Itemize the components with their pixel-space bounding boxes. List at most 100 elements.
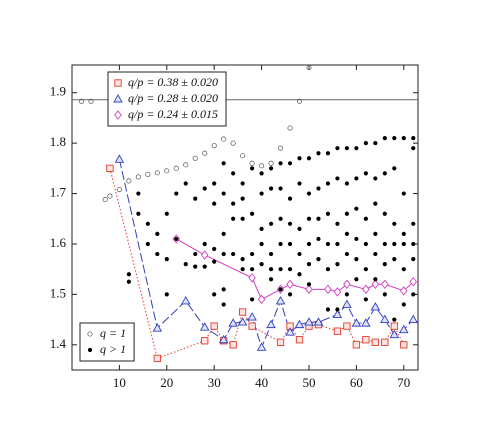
marker-diamond — [248, 273, 256, 283]
marker-circle — [277, 145, 284, 151]
marker-triangle — [114, 154, 125, 163]
marker-circle — [249, 160, 255, 166]
x-tick-label: 60 — [350, 375, 363, 390]
marker-dot — [325, 307, 331, 312]
marker-triangle — [237, 317, 248, 326]
marker-dot — [401, 267, 406, 272]
marker-diamond — [333, 287, 342, 297]
marker-dot — [259, 191, 264, 196]
marker-diamond — [200, 250, 209, 260]
marker-diamond — [400, 286, 408, 296]
legend-label: q = 1 — [100, 326, 126, 340]
legend: q = 1 q > 1 — [79, 322, 135, 362]
marker-circle — [259, 163, 265, 169]
marker-dot — [354, 176, 359, 181]
marker-triangle — [180, 296, 191, 305]
marker-dot — [240, 256, 245, 262]
marker-dot — [87, 347, 93, 353]
marker-square — [276, 338, 285, 346]
y-tick-label: 1.4 — [50, 336, 67, 351]
marker-circle — [164, 168, 170, 174]
marker-dot — [250, 297, 255, 302]
marker-square — [238, 308, 247, 316]
marker-dot — [344, 211, 350, 216]
marker-dot — [297, 181, 302, 186]
marker-diamond — [381, 279, 389, 290]
marker-diamond — [324, 284, 332, 295]
marker-dot — [411, 241, 416, 247]
marker-dot — [354, 236, 359, 242]
y-tick-label: 1.9 — [50, 84, 66, 99]
marker-dot — [259, 241, 264, 247]
marker-dot — [287, 267, 293, 272]
marker-dot — [278, 186, 283, 191]
marker-dot — [278, 241, 283, 247]
marker-dot — [136, 191, 141, 196]
marker-dot — [231, 216, 236, 221]
marker-diamond — [114, 110, 122, 120]
marker-dot — [145, 241, 150, 247]
x-tick-label: 10 — [113, 375, 126, 390]
plot-frame — [71, 64, 419, 371]
marker-square — [248, 322, 256, 330]
marker-dot — [155, 251, 160, 257]
marker-dot — [221, 287, 226, 292]
marker-dot — [268, 251, 274, 257]
marker-dot — [164, 211, 169, 216]
marker-dot — [278, 287, 283, 292]
marker-square — [229, 341, 237, 349]
marker-dot — [335, 146, 340, 151]
marker-dot — [401, 241, 406, 247]
marker-dot — [268, 267, 274, 272]
marker-dot — [297, 272, 302, 277]
marker-dot — [335, 241, 340, 247]
marker-dot — [392, 221, 397, 226]
marker-dot — [240, 196, 245, 201]
marker-circle — [102, 197, 108, 203]
marker-dot — [231, 251, 236, 257]
marker-triangle — [332, 309, 343, 318]
marker-dot — [335, 221, 340, 226]
marker-triangle — [266, 319, 276, 329]
marker-dot — [250, 267, 255, 272]
marker-diamond — [362, 284, 370, 295]
marker-square — [400, 341, 408, 349]
marker-dot — [164, 292, 169, 297]
marker-dot — [221, 251, 226, 257]
y-tick-label: 1.8 — [50, 134, 66, 149]
marker-dot — [306, 262, 312, 267]
marker-dot — [411, 135, 416, 141]
marker-dot — [373, 176, 378, 181]
marker-circle — [240, 153, 246, 159]
legend: q/p = 0.38 ± 0.020 q/p = 0.28 ± 0.020 q/p … — [107, 71, 227, 127]
x-tick-label: 70 — [397, 375, 410, 390]
marker-dot — [145, 221, 150, 226]
marker-dot — [325, 267, 331, 272]
marker-dot — [344, 292, 350, 297]
y-tick-label: 1.7 — [50, 185, 67, 200]
marker-dot — [212, 201, 217, 206]
marker-dot — [136, 211, 141, 216]
marker-dot — [193, 251, 198, 257]
marker-dot — [287, 292, 293, 297]
marker-dot — [411, 146, 416, 151]
marker-dot — [363, 297, 368, 302]
y-tick-label: 1.5 — [50, 285, 66, 300]
marker-dot — [382, 171, 387, 176]
marker-circle — [230, 140, 236, 146]
marker-dot — [221, 231, 226, 236]
legend-label: q/p = 0.24 ± 0.015 — [128, 107, 218, 121]
marker-dot — [126, 272, 131, 277]
marker-circle — [287, 125, 293, 131]
marker-dot — [392, 241, 397, 247]
marker-circle — [87, 331, 93, 337]
marker-dot — [382, 241, 387, 247]
marker-dot — [268, 166, 274, 171]
marker-circle — [211, 143, 217, 149]
marker-dot — [259, 262, 264, 267]
marker-square — [106, 164, 114, 172]
x-tick-label: 20 — [160, 375, 173, 390]
marker-dot — [373, 201, 378, 206]
marker-dot — [126, 279, 131, 284]
